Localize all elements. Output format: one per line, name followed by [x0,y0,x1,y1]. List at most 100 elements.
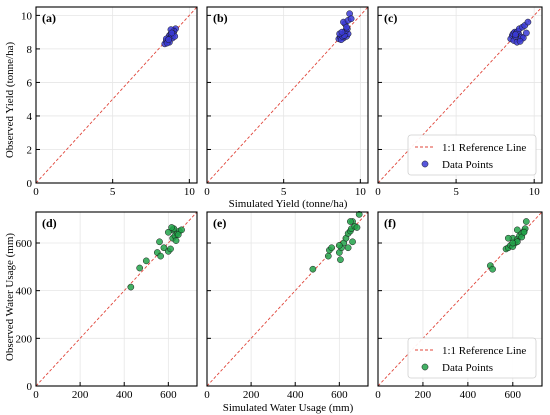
data-point [523,29,530,37]
x-tick-label: 0 [204,389,210,401]
data-point [174,231,182,238]
plot-frame [35,6,198,184]
legend-box [407,337,537,379]
data-point [509,239,517,247]
panel-f: 0 200 400 600 (f) 1:1 Reference Line Data Poin… [375,211,543,401]
data-point [157,252,164,260]
legend-points-swatch [421,160,429,168]
data-point [160,244,168,252]
data-point [324,252,332,260]
data-point [344,244,352,252]
panel-a: 0 5 10 0 2 4 6 8 10 (a) [21,6,198,198]
x-tick-label: 10 [184,186,196,198]
y-tick-label: 0 [27,381,33,393]
data-point [164,228,172,236]
x-tick-label: 400 [287,389,304,401]
x-tick-label: 10 [355,186,367,198]
x-tick-label: 0 [33,186,39,198]
panel-b: 0 5 10 (b) [204,6,369,198]
x-tick-label: 600 [505,389,522,401]
panel-e: 0 200 400 600 (e) [204,211,369,401]
data-point [513,226,521,234]
y-tick-label: 400 [16,286,33,298]
data-point [355,211,363,218]
data-point [343,23,350,31]
plot-frame [377,211,543,387]
data-point [520,228,528,236]
panel-label: (e) [213,216,226,230]
y-tick-label: 0 [27,178,33,190]
y-tick-label: 10 [21,10,33,22]
x-tick-label: 0 [204,186,210,198]
data-point [328,244,335,252]
plot-frame [206,6,369,184]
legend-box [407,134,537,176]
y-tick-label: 6 [27,77,33,89]
legend: 1:1 Reference Line Data Points [407,134,537,176]
panel-label: (a) [42,11,56,25]
legend-reference-label: 1:1 Reference Line [442,142,526,154]
data-point [337,256,344,264]
x-tick-label: 600 [331,389,348,401]
y-tick-label: 200 [16,333,33,345]
panel-d: 0 200 400 600 0 200 400 600 (d) [16,211,198,401]
plot-frame [377,6,543,184]
panel-label: (f) [384,216,396,230]
panel-label: (d) [42,216,57,230]
top-row-xlabel: Simulated Yield (tonne/ha) [229,198,348,210]
data-point [142,257,150,265]
data-point [347,218,354,225]
bottom-row-xlabel: Simulated Water Usage (mm) [223,402,354,414]
data-point [167,245,174,253]
data-point [524,18,532,26]
y-tick-label: 600 [16,238,33,250]
data-point [504,234,512,242]
x-tick-label: 200 [415,389,432,401]
legend: 1:1 Reference Line Data Points [407,337,537,379]
y-tick-label: 4 [27,111,33,123]
top-row-ylabel: Observed Yield (tonne/ha) [4,42,16,159]
data-point [168,224,175,231]
plot-frame [35,211,198,387]
data-point [165,36,172,44]
x-tick-label: 5 [453,186,459,198]
data-point [156,238,163,246]
x-tick-label: 0 [375,389,381,401]
legend-points-swatch [421,363,429,371]
data-point [127,283,135,291]
x-tick-label: 5 [281,186,287,198]
data-point [353,224,361,231]
bottom-row-ylabel: Observed Water Usage (mm) [4,233,16,361]
x-tick-label: 0 [33,389,39,401]
x-tick-label: 0 [375,186,381,198]
data-point [178,226,185,234]
legend-points-label: Data Points [442,159,493,171]
x-tick-label: 200 [72,389,89,401]
data-point [489,265,496,273]
data-point [335,242,343,249]
panel-label: (b) [213,11,228,25]
data-point [516,38,524,45]
x-tick-label: 400 [116,389,133,401]
plot-frame [206,211,369,387]
data-point [136,264,144,272]
panel-label: (c) [384,11,397,25]
data-point [349,238,356,246]
data-point [347,15,355,23]
y-tick-label: 2 [27,144,33,156]
x-tick-label: 400 [460,389,477,401]
legend-reference-label: 1:1 Reference Line [442,345,526,357]
x-tick-label: 10 [529,186,541,198]
data-point [522,218,530,225]
data-point [168,29,176,37]
x-tick-label: 200 [243,389,260,401]
data-point [512,31,519,39]
legend-points-label: Data Points [442,362,493,374]
x-tick-label: 600 [160,389,177,401]
y-tick-label: 8 [27,44,33,56]
x-tick-label: 5 [110,186,116,198]
data-point [338,28,346,36]
data-point [172,237,180,244]
data-point [309,265,317,273]
